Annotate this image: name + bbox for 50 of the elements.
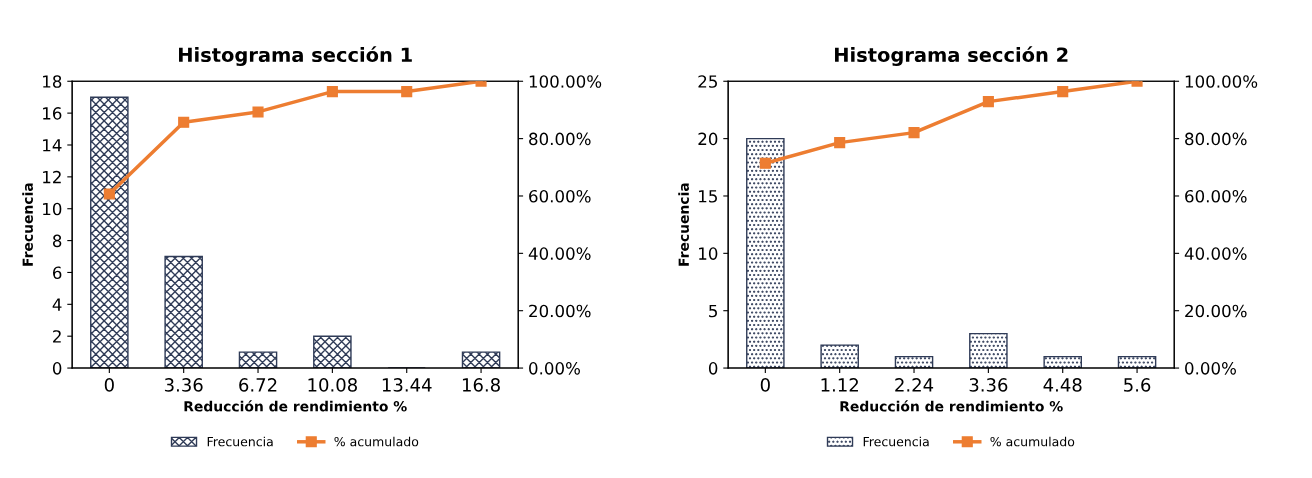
y-tick-label: 14 xyxy=(43,139,62,152)
y-tick-label: 2 xyxy=(53,330,61,343)
legend-label: % acumulado xyxy=(990,436,1075,447)
x-tick-label: 1.12 xyxy=(821,378,858,392)
y2-tick-label: 80.00% xyxy=(1185,132,1247,146)
y2-tick-label: 60.00% xyxy=(1185,189,1247,203)
x-tick-label: 10.08 xyxy=(308,378,357,392)
y2-tick-label: 40.00% xyxy=(1184,247,1247,260)
y-tick-label: 25 xyxy=(698,75,717,88)
y-tick-label: 4 xyxy=(52,298,62,311)
y-tick-label: 10 xyxy=(43,202,62,216)
x-tick-label: 16.8 xyxy=(462,378,500,392)
x-tick-label: 3.36 xyxy=(969,378,1008,392)
y2-tick-label: 20.00% xyxy=(1185,304,1247,318)
y-tick-label: 15 xyxy=(699,190,717,203)
x-axis-title: Reducción de rendimiento % xyxy=(840,400,1063,412)
legend-label: % acumulado xyxy=(334,436,419,447)
y-tick-label: 16 xyxy=(43,107,62,120)
y2-tick-label: 60.00% xyxy=(529,189,591,203)
y-tick-label: 12 xyxy=(43,170,61,184)
legend-label: Frecuencia xyxy=(863,436,929,447)
y2-tick-label: 100.00% xyxy=(529,75,602,88)
x-tick-label: 6.72 xyxy=(239,378,277,392)
y2-tick-label: 20.00% xyxy=(529,304,591,318)
x-tick-label: 5.6 xyxy=(1124,378,1151,392)
y-axis-title: Frecuencia xyxy=(22,183,33,266)
y2-tick-label: 40.00% xyxy=(528,247,591,260)
y-tick-label: 8 xyxy=(52,234,62,248)
x-tick-label: 4.48 xyxy=(1043,378,1082,392)
y-axis-title: Frecuencia xyxy=(678,183,689,266)
x-tick-label: 13.44 xyxy=(382,378,432,392)
y-tick-label: 18 xyxy=(43,75,62,88)
y2-tick-label: 0.00% xyxy=(529,362,580,375)
y-tick-label: 5 xyxy=(709,304,717,318)
x-tick-label: 2.24 xyxy=(895,378,934,392)
y-tick-label: 0 xyxy=(52,362,62,375)
y-tick-label: 6 xyxy=(53,266,62,280)
y2-tick-label: 80.00% xyxy=(529,132,591,146)
x-axis-title: Reducción de rendimiento % xyxy=(184,400,407,412)
y-tick-label: 20 xyxy=(698,132,718,146)
y-tick-label: 10 xyxy=(699,247,718,260)
x-tick-label: 0 xyxy=(760,378,770,392)
y-tick-label: 0 xyxy=(708,362,718,375)
chart-title: Histograma sección 1 xyxy=(179,46,412,67)
chart-title: Histograma sección 2 xyxy=(835,46,1068,67)
y2-tick-label: 0.00% xyxy=(1185,362,1236,375)
y2-tick-label: 100.00% xyxy=(1185,75,1258,88)
x-tick-label: 0 xyxy=(104,378,114,392)
x-tick-label: 3.36 xyxy=(164,378,203,392)
legend-label: Frecuencia xyxy=(207,436,273,447)
